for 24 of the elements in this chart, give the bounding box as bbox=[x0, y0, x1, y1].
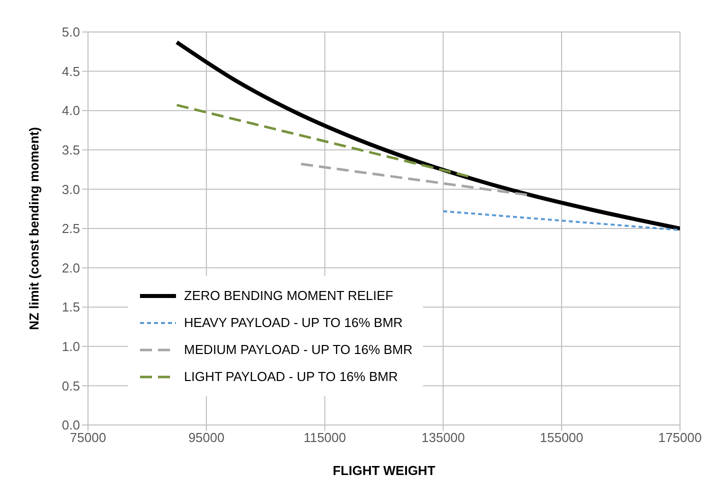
y-tick-label: 4.0 bbox=[62, 103, 80, 118]
legend-label: MEDIUM PAYLOAD - UP TO 16% BMR bbox=[184, 342, 413, 357]
x-tick-label: 75000 bbox=[70, 430, 106, 446]
x-tick-label: 155000 bbox=[540, 430, 584, 446]
x-tick-label: 115000 bbox=[304, 430, 346, 446]
line-series bbox=[174, 40, 680, 230]
x-tick-label: 95000 bbox=[188, 430, 224, 446]
y-tick-label: 3.5 bbox=[62, 142, 80, 158]
y-axis-title: NZ limit (const bending moment) bbox=[26, 127, 42, 330]
legend-label: ZERO BENDING MOMENT RELIEF bbox=[184, 288, 394, 303]
legend-label: LIGHT PAYLOAD - UP TO 16% BMR bbox=[184, 369, 398, 384]
y-tick-label: 0.5 bbox=[62, 378, 80, 394]
x-axis-title: FLIGHT WEIGHT bbox=[332, 463, 436, 478]
y-tick-label: 5.0 bbox=[62, 24, 80, 40]
y-tick-label: 1.0 bbox=[62, 339, 80, 354]
y-tick-label: 1.5 bbox=[62, 300, 80, 315]
y-tick-label: 3.0 bbox=[62, 182, 80, 197]
y-tick-label: 4.5 bbox=[62, 64, 80, 79]
x-tick-label: 135000 bbox=[422, 430, 465, 446]
y-tick-label: 2.0 bbox=[62, 260, 80, 276]
y-tick-label: 2.5 bbox=[62, 221, 80, 236]
legend-label: HEAVY PAYLOAD - UP TO 16% BMR bbox=[184, 315, 403, 330]
x-tick-label: 175000 bbox=[658, 430, 702, 446]
y-tick-label: 0.0 bbox=[62, 418, 80, 433]
